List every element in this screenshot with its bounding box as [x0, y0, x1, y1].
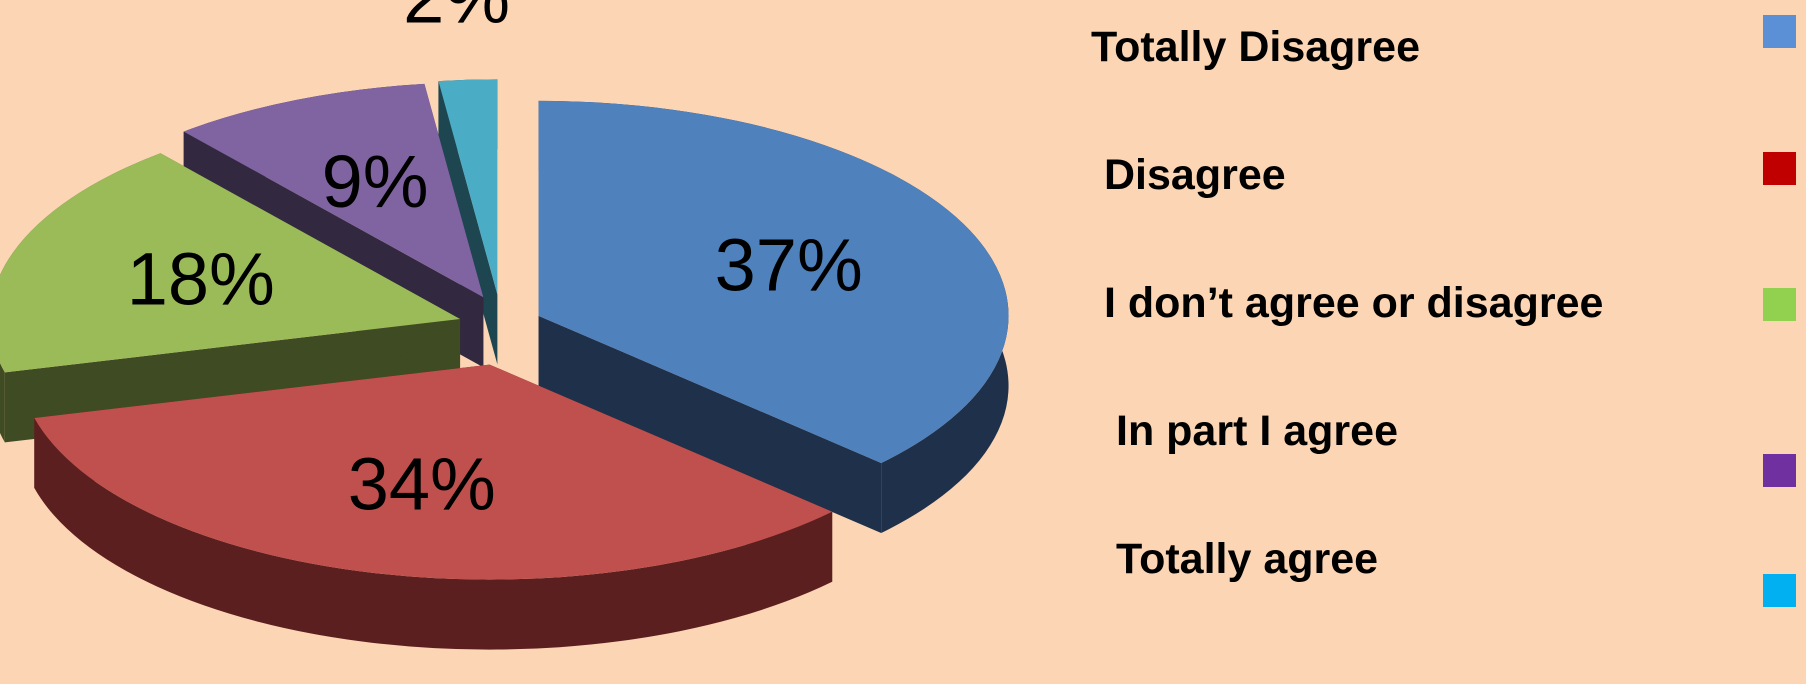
data-label-totally-disagree: 37% — [715, 223, 863, 306]
pie-slice-partly-agree — [183, 83, 484, 298]
data-label-neutral: 18% — [127, 237, 275, 320]
pie-slice-totally-agree — [438, 79, 498, 295]
legend-label-disagree: Disagree — [1104, 151, 1286, 199]
pie-slice-totally-disagree — [538, 100, 1009, 463]
pie-tops — [0, 79, 1009, 580]
legend-label-totally-agree: Totally agree — [1116, 535, 1379, 583]
pie-slice-disagree — [34, 364, 833, 580]
pie-labels: 37% 34% 18% 9% 2% — [127, 0, 863, 525]
legend-swatch-partly-agree — [1763, 454, 1796, 487]
legend-swatch-neutral — [1763, 288, 1796, 321]
slice-outer-wall-disagree — [34, 418, 833, 650]
legend-label-totally-disagree: Totally Disagree — [1091, 23, 1420, 71]
data-label-totally-agree: 2% — [403, 0, 510, 38]
pie-slice-neutral — [0, 153, 461, 373]
data-label-partly-agree: 9% — [322, 140, 429, 223]
slice-wall-totally-agree-0 — [438, 81, 498, 365]
legend-label-partly-agree: In part I agree — [1116, 407, 1398, 455]
legend-swatch-disagree — [1763, 152, 1796, 185]
slice-wall-totally-disagree-1 — [538, 315, 882, 533]
legend-swatch-totally-disagree — [1763, 15, 1796, 48]
data-label-disagree: 34% — [348, 442, 496, 525]
legend-swatch-totally-agree — [1763, 574, 1796, 607]
legend-label-neutral: I don’t agree or disagree — [1104, 279, 1604, 327]
